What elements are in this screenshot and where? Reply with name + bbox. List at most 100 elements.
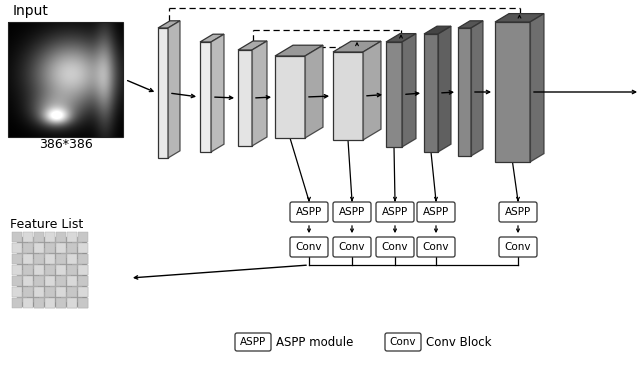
Polygon shape [438,26,451,152]
Polygon shape [530,14,544,162]
Bar [73,282,83,292]
Polygon shape [471,21,483,156]
Bar [28,281,38,291]
Bar [40,271,50,281]
Bar [44,286,54,296]
Bar [61,248,71,258]
Bar [66,286,76,296]
Polygon shape [211,34,224,152]
Bar [34,243,44,253]
Bar [78,287,88,297]
Bar [45,276,55,286]
Bar [50,281,60,291]
Bar [72,281,82,291]
Bar [17,292,27,302]
Bar [44,275,54,285]
Bar [67,232,77,242]
Polygon shape [363,41,381,140]
Bar [45,276,55,286]
Polygon shape [386,34,416,42]
Bar [34,265,44,275]
Bar [34,254,44,264]
Bar [23,298,33,308]
FancyBboxPatch shape [333,237,371,257]
Bar [45,265,55,275]
Bar [28,259,38,269]
Bar [39,237,49,247]
Bar [44,253,54,263]
Bar [51,260,61,270]
Bar [34,276,44,286]
Text: 386*386: 386*386 [38,138,92,151]
Bar [61,270,71,280]
Bar [67,254,77,264]
Bar [62,271,72,281]
Bar [22,297,32,307]
Bar [61,270,71,280]
Bar [56,265,66,275]
Bar [45,287,55,297]
Bar [23,276,33,286]
Bar [39,281,49,291]
Bar [33,286,43,296]
Bar [22,242,32,252]
Bar [40,260,50,270]
Bar [28,237,38,247]
Polygon shape [200,42,211,152]
Bar [73,260,83,270]
Bar [22,286,32,296]
Bar [78,276,88,286]
Bar [66,264,76,274]
Polygon shape [158,21,180,28]
Polygon shape [333,52,363,140]
Bar [66,253,76,263]
Bar [23,265,33,275]
Bar [33,253,43,263]
Polygon shape [275,45,323,56]
Bar [62,282,72,292]
Bar [61,292,71,302]
Text: Conv: Conv [339,242,365,252]
FancyBboxPatch shape [417,202,455,222]
Bar [67,298,77,308]
FancyBboxPatch shape [417,237,455,257]
Bar [23,232,33,242]
FancyBboxPatch shape [235,333,271,351]
Bar [72,237,82,247]
Bar [12,298,22,308]
Bar [56,276,66,286]
Polygon shape [200,34,224,42]
FancyBboxPatch shape [376,202,414,222]
Bar [50,292,60,302]
Polygon shape [238,50,252,146]
Text: Conv: Conv [390,337,416,347]
Bar [45,298,55,308]
Text: ASPP: ASPP [296,207,322,217]
Bar [56,243,66,253]
Bar [73,271,83,281]
Bar [12,232,22,242]
Bar [50,259,60,269]
Text: ASPP: ASPP [382,207,408,217]
Bar [28,248,38,258]
Bar [72,281,82,291]
Bar [50,259,60,269]
Bar [12,276,22,286]
Bar [50,292,60,302]
Bar [72,248,82,258]
Text: ASPP: ASPP [505,207,531,217]
Bar [12,265,22,275]
Text: Conv Block: Conv Block [426,335,492,348]
Bar [66,297,76,307]
FancyBboxPatch shape [290,202,328,222]
Bar [8,22,123,137]
Text: Conv: Conv [296,242,323,252]
Bar [23,254,33,264]
Bar [28,292,38,302]
Bar [78,243,88,253]
Bar [34,298,44,308]
Bar [66,275,76,285]
Bar [78,254,88,264]
Bar [61,237,71,247]
Polygon shape [333,41,381,52]
